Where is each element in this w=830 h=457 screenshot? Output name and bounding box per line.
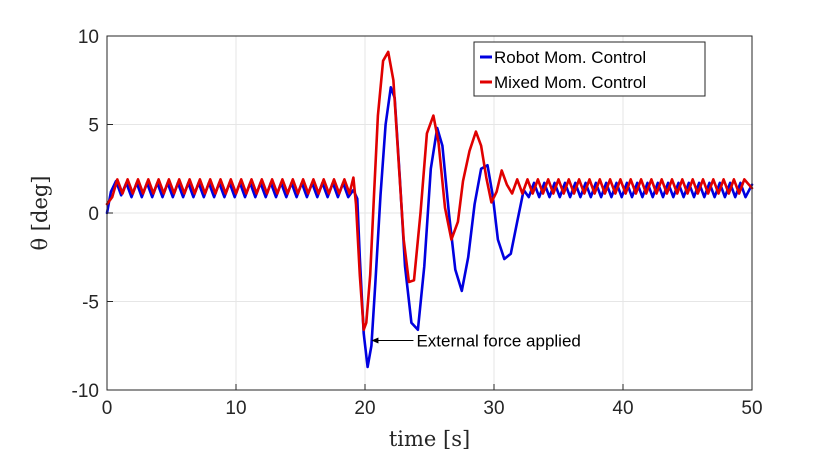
legend-box [473,41,706,97]
annotation: External force applied [371,331,581,350]
x-tick-label: 40 [612,398,633,419]
x-tick-label: 10 [225,398,246,419]
y-axis-label: θ [deg] [28,175,52,250]
annotation-text: External force applied [416,331,580,350]
legend: Robot Mom. Control Mixed Mom. Control [473,41,706,97]
x-tick-label: 50 [741,398,762,419]
x-tick-label: 20 [354,398,375,419]
annotation-arrowhead [371,337,379,344]
y-tick-label: -5 [82,293,99,314]
legend-label-robot: Robot Mom. Control [494,48,646,67]
y-tick-label: 0 [88,204,99,225]
series-line-mixed [105,50,754,332]
x-axis-label: time [s] [389,427,470,451]
y-tick-label: 10 [78,27,99,48]
legend-label-mixed: Mixed Mom. Control [494,73,646,92]
x-tick-label: 30 [483,398,504,419]
y-tick-label: -10 [72,381,99,402]
series-layer [105,50,754,369]
axis-ticks: 0 10 20 30 40 50 -10 -5 0 5 10 [72,27,763,419]
x-tick-label: 0 [102,398,113,419]
y-tick-label: 5 [88,116,99,137]
